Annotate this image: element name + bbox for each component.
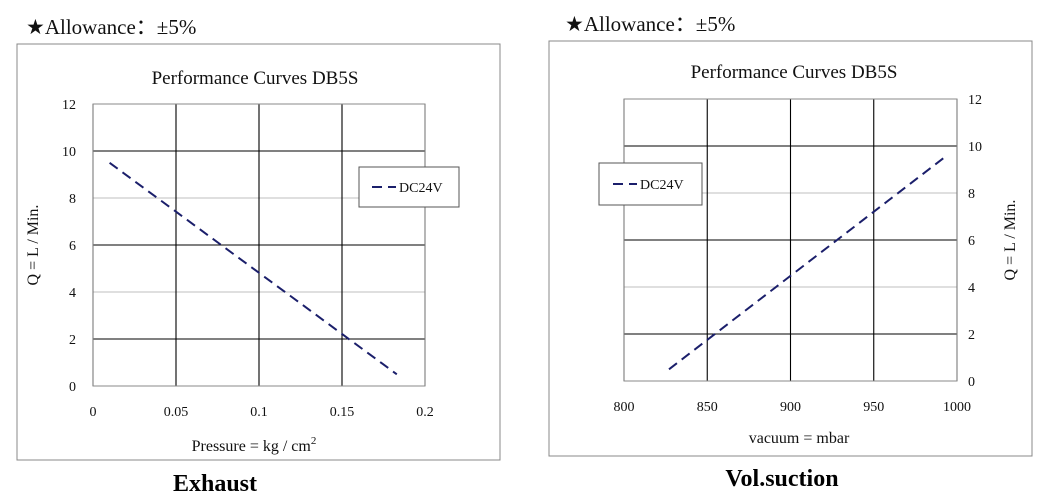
y-axis-label: Q = L / Min. — [25, 205, 42, 286]
legend-label: DC24V — [399, 181, 443, 196]
series-line-dc24v — [109, 161, 398, 376]
y-tick-label: 6 — [69, 239, 76, 254]
series-layer — [109, 161, 398, 376]
allowance-note: ★Allowance：±5% — [565, 12, 735, 36]
legend: DC24V — [358, 166, 460, 208]
y-tick-label: 2 — [968, 328, 975, 343]
x-tick-label: 1000 — [943, 400, 971, 415]
y-tick-label: 4 — [69, 286, 76, 301]
x-tick-label: 0.05 — [164, 405, 189, 420]
x-tick-label: 950 — [863, 400, 884, 415]
y-tick-label: 0 — [968, 375, 975, 390]
y-tick-label: 8 — [69, 192, 76, 207]
chart-caption: Vol.suction — [725, 466, 838, 492]
y-tick-label: 4 — [968, 281, 975, 296]
y-tick-label: 8 — [968, 187, 975, 202]
x-tick-label: 900 — [780, 400, 801, 415]
chart-title: Performance Curves DB5S — [691, 62, 898, 83]
x-axis-label-superscript: 2 — [311, 435, 317, 447]
y-tick-label: 12 — [968, 93, 982, 108]
chart-title: Performance Curves DB5S — [152, 68, 359, 89]
y-tick-label: 10 — [968, 140, 982, 155]
x-tick-labels: 0 0.05 0.1 0.15 0.2 — [90, 405, 434, 420]
chart-caption: Exhaust — [173, 471, 257, 497]
x-tick-label: 0.15 — [330, 405, 355, 420]
series-layer — [668, 154, 948, 371]
y-axis-label: Q = L / Min. — [1002, 200, 1019, 281]
x-axis-label-text: vacuum = mbar — [749, 430, 850, 447]
legend-label: DC24V — [640, 178, 684, 193]
y-tick-label: 12 — [62, 98, 76, 113]
allowance-note: ★Allowance：±5% — [26, 15, 196, 39]
x-axis-label: vacuum = mbar — [749, 430, 850, 447]
x-tick-labels: 800 850 900 950 1000 — [614, 400, 972, 415]
x-tick-label: 850 — [697, 400, 718, 415]
x-tick-label: 0 — [90, 405, 97, 420]
y-tick-labels: 0 2 4 6 8 10 12 — [968, 93, 982, 390]
y-tick-label: 10 — [62, 145, 76, 160]
y-tick-label: 6 — [968, 234, 975, 249]
x-axis-label: Pressure = kg / cm2 — [192, 435, 317, 455]
series-line-dc24v — [668, 154, 948, 371]
legend: DC24V — [598, 162, 703, 206]
plot-area — [92, 103, 426, 387]
x-axis-label-text: Pressure = kg / cm — [192, 438, 312, 455]
exhaust-chart: ★Allowance：±5% Performance Curves DB5S 0… — [16, 15, 501, 497]
x-tick-label: 800 — [614, 400, 635, 415]
y-tick-label: 2 — [69, 333, 76, 348]
vol-suction-chart: ★Allowance：±5% Performance Curves DB5S 8… — [548, 12, 1033, 492]
x-tick-label: 0.1 — [250, 405, 268, 420]
y-tick-labels: 0 2 4 6 8 10 12 — [62, 98, 76, 395]
x-tick-label: 0.2 — [416, 405, 434, 420]
plot-area — [623, 98, 958, 382]
y-tick-label: 0 — [69, 380, 76, 395]
